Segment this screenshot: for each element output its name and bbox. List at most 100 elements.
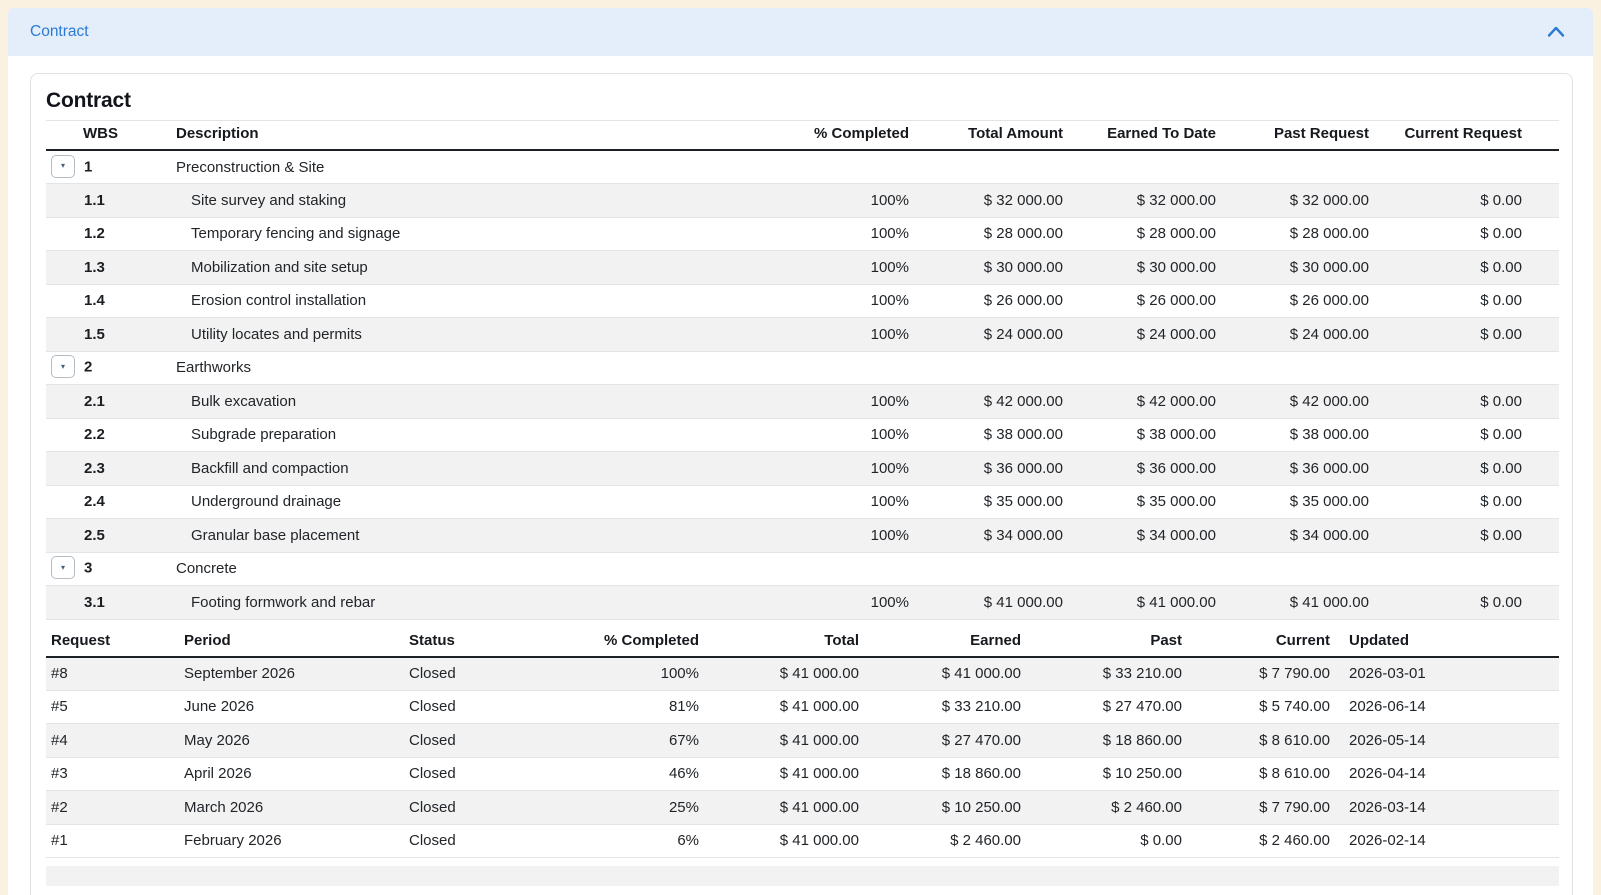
pct-cell	[767, 351, 917, 385]
past-column-header: Past	[1029, 619, 1190, 658]
current-request-cell: $ 0.00	[1377, 217, 1559, 251]
description-cell: Mobilization and site setup	[176, 250, 767, 285]
period-column-header: Period	[176, 619, 401, 658]
past-request-cell: $ 38 000.00	[1224, 418, 1377, 452]
request-row: #2 March 2026 Closed 25% $ 41 000.00 $ 10 250…	[46, 790, 1559, 825]
wbs-row: 2.1 Bulk excavation 100% $ 42 000.00 $ 42 00…	[46, 384, 1559, 419]
status-cell: Closed	[401, 757, 551, 791]
request-row: #8 September 2026 Closed 100% $ 41 000.00 $ 4…	[46, 656, 1559, 691]
total-amount-cell: $ 41 000.00	[917, 585, 1071, 620]
updated-cell: 2026-02-14	[1338, 824, 1559, 858]
next-row-partial	[46, 866, 1559, 886]
earned-cell: $ 41 000.00	[867, 656, 1029, 691]
earned-to-date-cell	[1071, 552, 1224, 586]
earned-to-date-cell: $ 34 000.00	[1071, 518, 1224, 553]
past-cell: $ 10 250.00	[1029, 757, 1190, 791]
updated-column-header: Updated	[1338, 619, 1559, 658]
accordion-title[interactable]: Contract	[30, 23, 89, 40]
past-request-cell	[1224, 552, 1377, 586]
earned-cell: $ 18 860.00	[867, 757, 1029, 791]
request-column-header: Request	[46, 619, 176, 658]
pct-cell	[767, 150, 917, 184]
current-cell: $ 7 790.00	[1190, 790, 1338, 825]
description-cell: Site survey and staking	[176, 183, 767, 218]
collapse-group-button[interactable]: ▾	[51, 556, 75, 580]
description-cell: Subgrade preparation	[176, 418, 767, 452]
description-cell: Bulk excavation	[176, 384, 767, 419]
wbs-cell: 3.1	[46, 585, 176, 620]
updated-cell: 2026-05-14	[1338, 723, 1559, 758]
past-request-cell: $ 30 000.00	[1224, 250, 1377, 285]
pct-cell: 100%	[767, 250, 917, 285]
collapse-group-button[interactable]: ▾	[51, 355, 75, 379]
request-header-row: Request Period Status % Completed Total …	[46, 619, 1559, 658]
pct-cell: 100%	[767, 384, 917, 419]
total-column-header: Total	[707, 619, 867, 658]
wbs-row: ▾ 1 Preconstruction & Site	[46, 150, 1559, 184]
past-cell: $ 27 470.00	[1029, 690, 1190, 724]
triangle-down-icon: ▾	[60, 562, 65, 572]
wbs-number: 1.4	[84, 292, 105, 310]
current-request-cell: $ 0.00	[1377, 183, 1559, 218]
wbs-cell: ▾ 1	[46, 150, 176, 184]
past-request-cell: $ 34 000.00	[1224, 518, 1377, 553]
wbs-row: 2.4 Underground drainage 100% $ 35 000.00 $ …	[46, 485, 1559, 519]
wbs-row: 3.1 Footing formwork and rebar 100% $ 41 00…	[46, 585, 1559, 620]
total-cell: $ 41 000.00	[707, 824, 867, 858]
chevron-up-icon[interactable]	[1545, 22, 1567, 42]
current-cell: $ 5 740.00	[1190, 690, 1338, 724]
pct-cell: 100%	[767, 451, 917, 486]
wbs-cell: 1.4	[46, 284, 176, 318]
description-cell: Erosion control installation	[176, 284, 767, 318]
wbs-cell: 1.3	[46, 250, 176, 285]
past-request-cell: $ 32 000.00	[1224, 183, 1377, 218]
request-id-cell: #1	[46, 824, 176, 858]
pct-completed-cell: 81%	[551, 690, 707, 724]
wbs-number: 1.5	[84, 325, 105, 343]
description-cell: Preconstruction & Site	[176, 150, 767, 184]
collapse-group-button[interactable]: ▾	[51, 154, 75, 178]
wbs-column-header: WBS	[46, 120, 176, 151]
past-request-cell	[1224, 150, 1377, 184]
wbs-number: 2.2	[84, 426, 105, 444]
pct-completed-cell: 6%	[551, 824, 707, 858]
updated-cell: 2026-06-14	[1338, 690, 1559, 724]
past-request-cell: $ 36 000.00	[1224, 451, 1377, 486]
past-request-cell: $ 26 000.00	[1224, 284, 1377, 318]
current-request-cell: $ 0.00	[1377, 485, 1559, 519]
past-request-cell: $ 42 000.00	[1224, 384, 1377, 419]
past-cell: $ 18 860.00	[1029, 723, 1190, 758]
period-cell: April 2026	[176, 757, 401, 791]
wbs-number: 1.3	[84, 258, 105, 276]
period-cell: May 2026	[176, 723, 401, 758]
pct-cell: 100%	[767, 183, 917, 218]
page-title: Contract	[46, 89, 131, 112]
status-column-header: Status	[401, 619, 551, 658]
earned-to-date-cell	[1071, 150, 1224, 184]
wbs-cell: 2.5	[46, 518, 176, 553]
wbs-row: 1.5 Utility locates and permits 100% $ 24 0…	[46, 317, 1559, 352]
earned-cell: $ 33 210.00	[867, 690, 1029, 724]
updated-cell: 2026-04-14	[1338, 757, 1559, 791]
earned-to-date-cell: $ 42 000.00	[1071, 384, 1224, 419]
past-request-cell	[1224, 351, 1377, 385]
accordion-header[interactable]: Contract	[8, 8, 1593, 56]
description-cell: Temporary fencing and signage	[176, 217, 767, 251]
period-cell: June 2026	[176, 690, 401, 724]
current-request-cell: $ 0.00	[1377, 418, 1559, 452]
wbs-number: 2.4	[84, 493, 105, 511]
current-request-cell: $ 0.00	[1377, 518, 1559, 553]
total-cell: $ 41 000.00	[707, 757, 867, 791]
wbs-number: 1	[84, 157, 93, 175]
pct-completed-cell: 46%	[551, 757, 707, 791]
pct-cell: 100%	[767, 585, 917, 620]
total-amount-cell: $ 35 000.00	[917, 485, 1071, 519]
pct-cell: 100%	[767, 284, 917, 318]
triangle-down-icon: ▾	[60, 161, 65, 170]
total-cell: $ 41 000.00	[707, 656, 867, 691]
total-amount-cell: $ 32 000.00	[917, 183, 1071, 218]
request-id-cell: #3	[46, 757, 176, 791]
past-request-cell: $ 24 000.00	[1224, 317, 1377, 352]
current-request-cell: $ 0.00	[1377, 250, 1559, 285]
earned-to-date-cell: $ 32 000.00	[1071, 183, 1224, 218]
